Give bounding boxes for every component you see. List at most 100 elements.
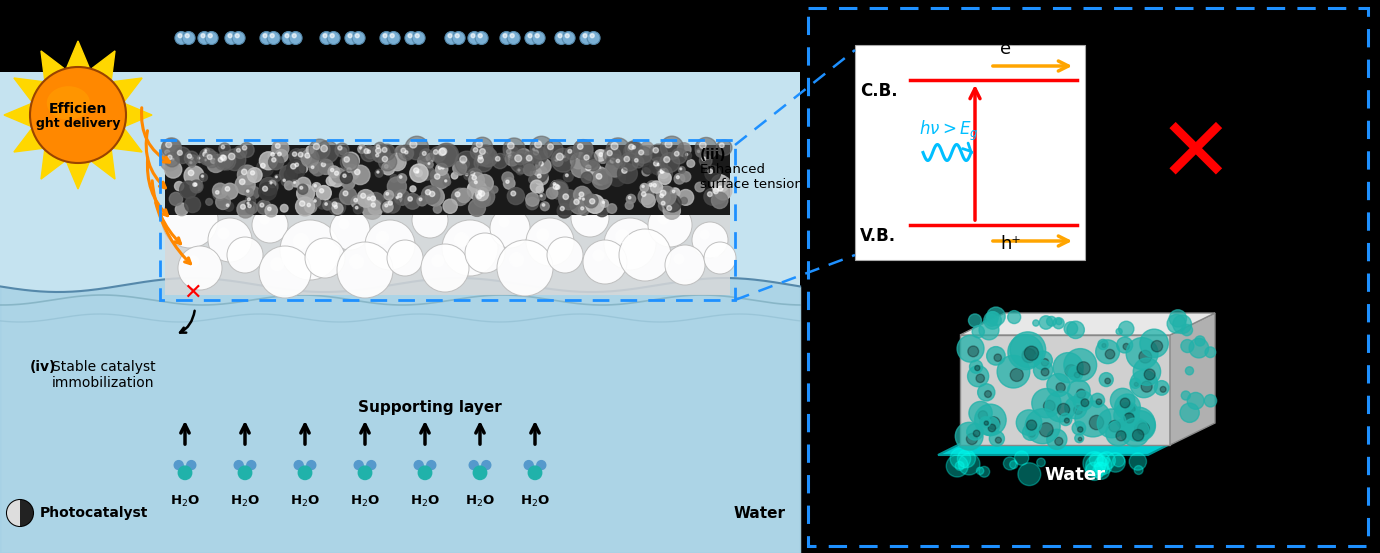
Circle shape	[282, 178, 290, 186]
Circle shape	[275, 175, 280, 181]
Circle shape	[987, 417, 1000, 429]
Circle shape	[697, 150, 700, 153]
Circle shape	[465, 174, 468, 176]
Circle shape	[382, 147, 386, 152]
Circle shape	[709, 184, 729, 204]
Circle shape	[588, 160, 599, 171]
Circle shape	[1129, 453, 1147, 470]
Circle shape	[385, 204, 388, 207]
Circle shape	[1195, 336, 1205, 346]
Circle shape	[531, 147, 538, 153]
Circle shape	[1108, 420, 1121, 432]
Circle shape	[1123, 413, 1134, 423]
Circle shape	[192, 181, 203, 191]
Circle shape	[432, 255, 444, 267]
Circle shape	[460, 156, 466, 163]
Circle shape	[646, 181, 658, 192]
Circle shape	[294, 181, 295, 184]
Circle shape	[353, 199, 357, 202]
Circle shape	[704, 188, 720, 205]
Circle shape	[471, 145, 486, 160]
Circle shape	[1141, 381, 1152, 392]
Circle shape	[225, 186, 229, 191]
Polygon shape	[4, 104, 30, 126]
Circle shape	[603, 201, 604, 204]
Circle shape	[635, 159, 638, 162]
Circle shape	[540, 194, 545, 200]
Polygon shape	[41, 151, 63, 179]
Circle shape	[580, 207, 589, 217]
Circle shape	[161, 138, 181, 158]
Circle shape	[1116, 337, 1133, 353]
Circle shape	[1076, 389, 1086, 398]
Circle shape	[624, 142, 643, 161]
Circle shape	[257, 162, 265, 170]
Circle shape	[298, 152, 304, 157]
Circle shape	[235, 146, 247, 159]
Circle shape	[316, 141, 338, 163]
Circle shape	[207, 155, 213, 159]
Circle shape	[502, 172, 513, 184]
Circle shape	[596, 204, 609, 217]
Circle shape	[1089, 415, 1104, 430]
Circle shape	[660, 194, 664, 197]
Text: (iii): (iii)	[700, 148, 727, 162]
Circle shape	[974, 366, 980, 371]
Circle shape	[388, 177, 407, 196]
Circle shape	[629, 144, 633, 149]
Circle shape	[469, 461, 479, 469]
Circle shape	[328, 199, 345, 215]
Circle shape	[257, 200, 270, 214]
Circle shape	[287, 160, 305, 179]
Circle shape	[649, 183, 653, 186]
Circle shape	[1133, 430, 1144, 441]
Circle shape	[184, 166, 204, 186]
Circle shape	[700, 230, 709, 239]
Circle shape	[475, 32, 489, 44]
Circle shape	[1025, 409, 1060, 444]
Circle shape	[1075, 434, 1083, 442]
Circle shape	[1114, 403, 1140, 428]
Circle shape	[402, 148, 406, 153]
Circle shape	[596, 150, 610, 163]
Circle shape	[581, 196, 588, 204]
Circle shape	[207, 155, 225, 173]
Circle shape	[1115, 394, 1140, 420]
Circle shape	[364, 220, 415, 270]
Circle shape	[657, 191, 671, 205]
Circle shape	[431, 170, 440, 179]
Circle shape	[702, 157, 705, 161]
Text: V.B.: V.B.	[860, 227, 896, 245]
Circle shape	[305, 201, 317, 213]
Circle shape	[280, 220, 339, 280]
Circle shape	[559, 190, 578, 210]
Circle shape	[455, 151, 479, 175]
Circle shape	[333, 202, 337, 207]
Circle shape	[985, 314, 998, 326]
Circle shape	[1151, 341, 1162, 352]
Circle shape	[526, 155, 531, 161]
Circle shape	[1185, 367, 1194, 375]
Circle shape	[625, 141, 643, 158]
Circle shape	[193, 183, 196, 186]
Circle shape	[537, 229, 549, 241]
Circle shape	[221, 155, 226, 161]
Circle shape	[297, 178, 310, 191]
Circle shape	[326, 176, 335, 186]
Circle shape	[482, 461, 491, 469]
Circle shape	[1041, 368, 1049, 376]
Circle shape	[367, 197, 370, 200]
Circle shape	[1125, 411, 1155, 441]
Circle shape	[551, 181, 560, 190]
Circle shape	[247, 190, 248, 192]
Circle shape	[479, 148, 497, 167]
Circle shape	[1060, 413, 1072, 426]
Circle shape	[178, 34, 182, 38]
Circle shape	[1111, 388, 1134, 413]
Circle shape	[1105, 453, 1125, 472]
Circle shape	[161, 146, 179, 164]
Circle shape	[1041, 358, 1049, 366]
Circle shape	[218, 228, 229, 239]
Circle shape	[290, 32, 302, 44]
Circle shape	[312, 166, 313, 169]
